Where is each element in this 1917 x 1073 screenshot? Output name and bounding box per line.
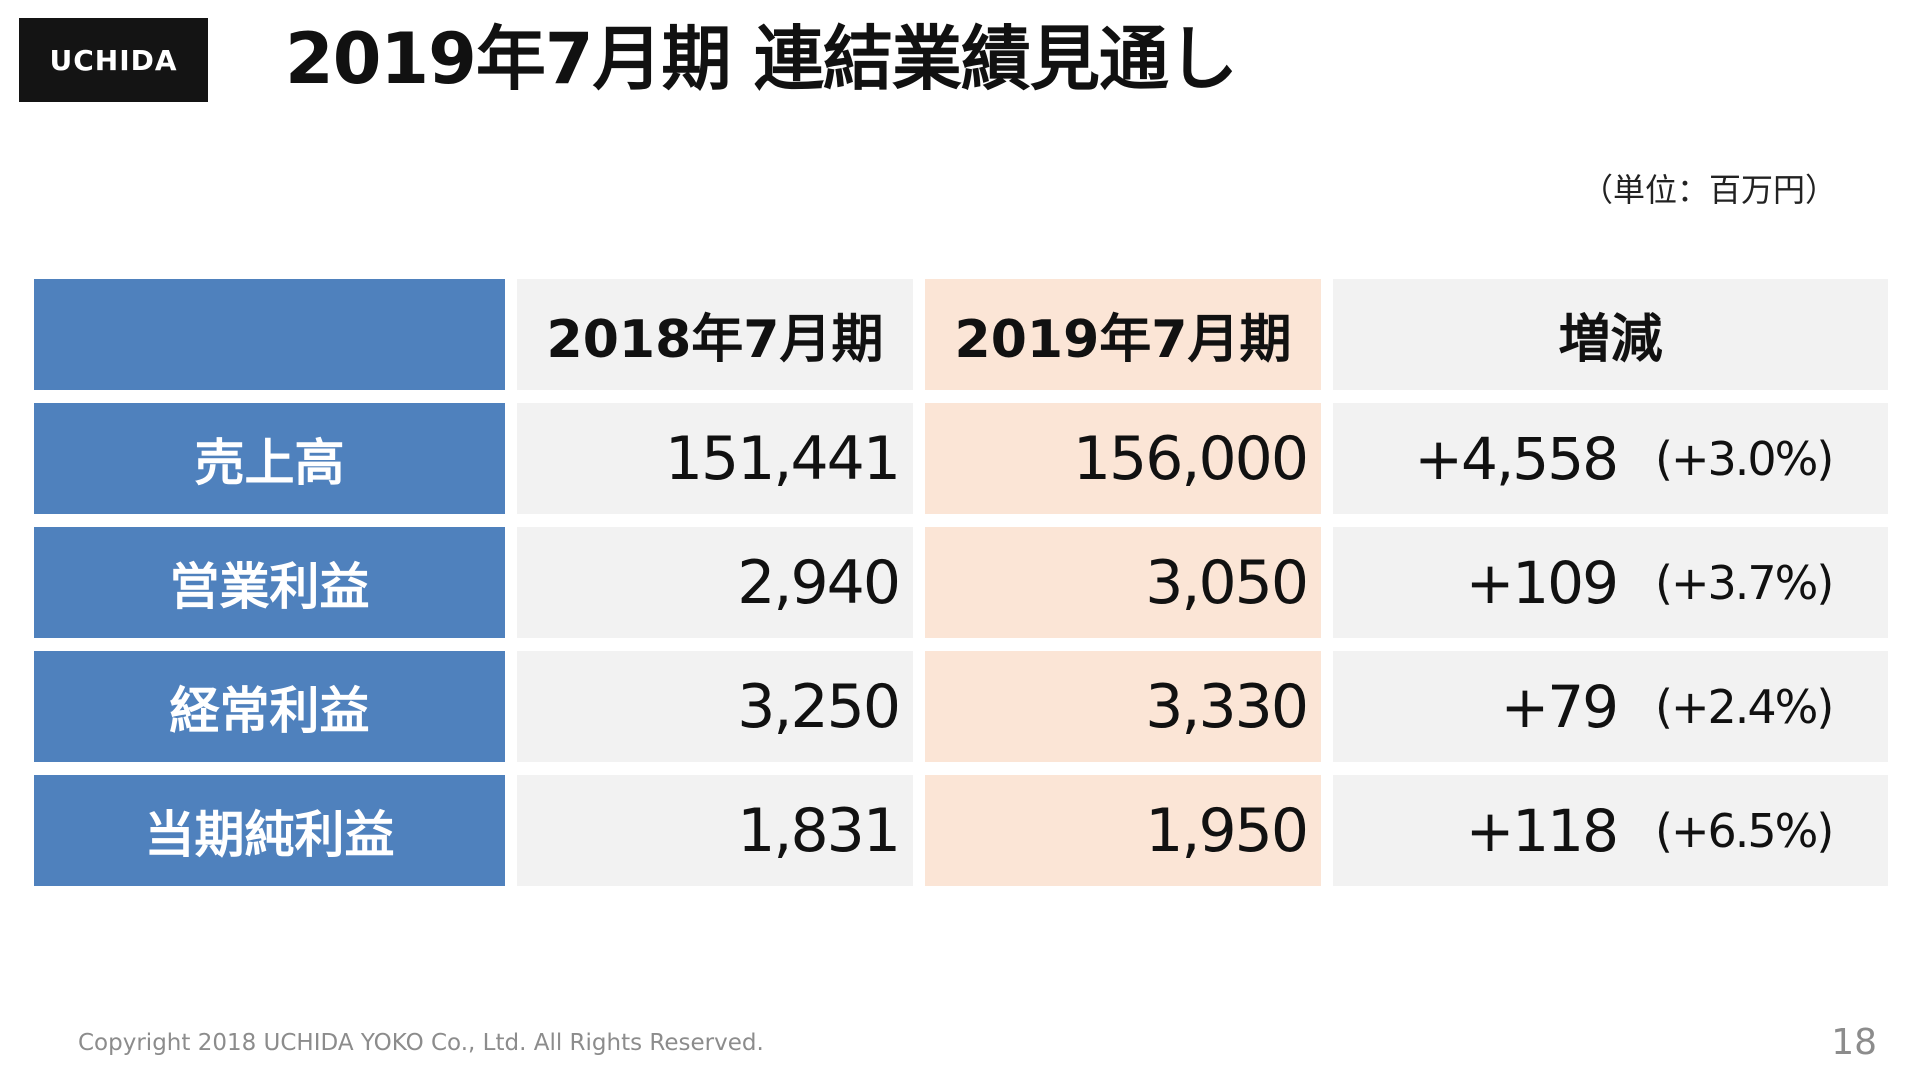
- row-label-net-income: 当期純利益: [34, 775, 505, 886]
- row-ordinary-fy2018: 3,250: [517, 651, 913, 762]
- change-amount: +118: [1465, 796, 1619, 865]
- row-net-change: +118 (+6.5%): [1333, 775, 1888, 886]
- header-fy2018: 2018年7月期: [517, 279, 913, 390]
- row-ordinary-change: +79 (+2.4%): [1333, 651, 1888, 762]
- change-amount: +109: [1465, 548, 1619, 617]
- row-net-fy2019: 1,950: [925, 775, 1321, 886]
- change-amount: +79: [1500, 672, 1619, 741]
- logo-text: UCHIDA: [49, 43, 178, 77]
- company-logo: UCHIDA: [19, 18, 208, 102]
- change-amount: +4,558: [1414, 424, 1619, 493]
- header-empty-cell: [34, 279, 505, 390]
- copyright-text: Copyright 2018 UCHIDA YOKO Co., Ltd. All…: [78, 1030, 764, 1056]
- change-percent: (+3.0%): [1655, 431, 1834, 486]
- row-label-sales: 売上高: [34, 403, 505, 514]
- unit-note: （単位：百万円）: [1580, 171, 1837, 209]
- row-sales-fy2018: 151,441: [517, 403, 913, 514]
- page-number: 18: [1831, 1022, 1877, 1063]
- row-ordinary-fy2019: 3,330: [925, 651, 1321, 762]
- row-sales-change: +4,558 (+3.0%): [1333, 403, 1888, 514]
- slide-title: 2019年7月期 連結業績見通し: [285, 18, 1238, 100]
- row-operating-fy2018: 2,940: [517, 527, 913, 638]
- header-change: 増減: [1333, 279, 1888, 390]
- header-fy2019: 2019年7月期: [925, 279, 1321, 390]
- row-net-fy2018: 1,831: [517, 775, 913, 886]
- row-sales-fy2019: 156,000: [925, 403, 1321, 514]
- row-operating-change: +109 (+3.7%): [1333, 527, 1888, 638]
- change-percent: (+3.7%): [1655, 555, 1834, 610]
- row-label-operating-income: 営業利益: [34, 527, 505, 638]
- row-label-ordinary-income: 経常利益: [34, 651, 505, 762]
- change-percent: (+6.5%): [1655, 803, 1834, 858]
- row-operating-fy2019: 3,050: [925, 527, 1321, 638]
- change-percent: (+2.4%): [1655, 679, 1834, 734]
